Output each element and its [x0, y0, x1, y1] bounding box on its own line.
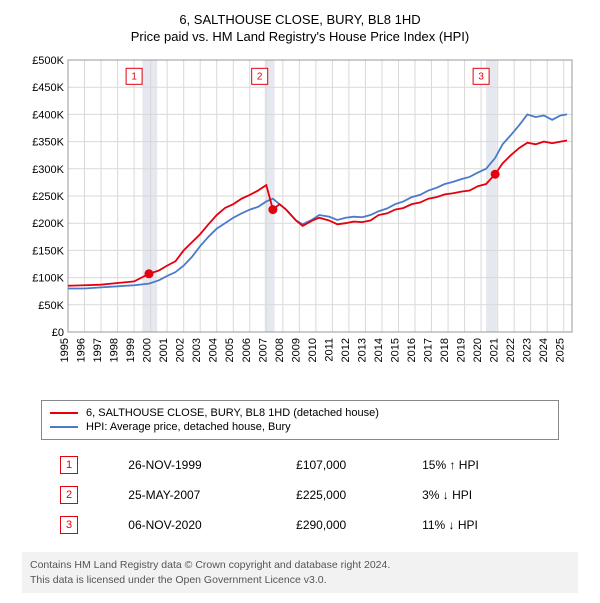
event-delta: 11% ↓ HPI	[412, 510, 550, 540]
y-tick-label: £250K	[32, 191, 64, 203]
marker-point-1	[144, 269, 153, 278]
x-tick-label: 2003	[191, 338, 203, 362]
event-row: 1 26-NOV-1999£107,00015% ↑ HPI	[50, 450, 550, 480]
y-tick-label: £500K	[32, 55, 64, 67]
chart-area: £0 £50K £100K £150K £200K £250K £300K £350K £400…	[20, 52, 580, 392]
chart-subtitle: Price paid vs. HM Land Registry's House …	[10, 29, 590, 44]
x-tick-label: 2019	[456, 338, 468, 362]
y-tick-label: £300K	[32, 164, 64, 176]
x-tick-label: 2010	[307, 338, 319, 362]
marker-num-3: 3	[478, 71, 484, 82]
event-delta: 3% ↓ HPI	[412, 480, 550, 510]
x-tick-label: 2021	[489, 338, 501, 362]
events-table: 1 26-NOV-1999£107,00015% ↑ HPI 2 25-MAY-200…	[50, 450, 550, 540]
event-marker: 1	[60, 456, 78, 474]
x-tick-label: 2006	[241, 338, 253, 362]
x-tick-label: 2004	[208, 338, 220, 362]
legend: 6, SALTHOUSE CLOSE, BURY, BL8 1HD (detac…	[41, 400, 559, 440]
marker-num-2: 2	[257, 71, 263, 82]
footer-line-2: This data is licensed under the Open Gov…	[30, 573, 570, 588]
marker-num-1: 1	[131, 71, 137, 82]
x-tick-label: 2022	[505, 338, 517, 362]
x-tick-label: 2025	[555, 338, 567, 362]
x-tick-label: 1997	[92, 338, 104, 362]
event-date: 26-NOV-1999	[118, 450, 286, 480]
event-marker: 3	[60, 516, 78, 534]
x-tick-label: 2014	[373, 338, 385, 362]
x-tick-label: 1998	[109, 338, 121, 362]
legend-label: 6, SALTHOUSE CLOSE, BURY, BL8 1HD (detac…	[86, 407, 379, 419]
y-tick-label: £50K	[38, 300, 64, 312]
x-tick-label: 2009	[290, 338, 302, 362]
x-tick-label: 2016	[406, 338, 418, 362]
marker-point-3	[491, 170, 500, 179]
legend-swatch	[50, 426, 78, 428]
x-tick-label: 2023	[522, 338, 534, 362]
x-tick-label: 2005	[224, 338, 236, 362]
y-tick-label: £200K	[32, 218, 64, 230]
x-tick-label: 2002	[175, 338, 187, 362]
x-tick-label: 2015	[389, 338, 401, 362]
event-marker: 2	[60, 486, 78, 504]
x-tick-label: 2017	[423, 338, 435, 362]
x-tick-label: 2000	[142, 338, 154, 362]
x-tick-label: 2012	[340, 338, 352, 362]
y-tick-label: £350K	[32, 137, 64, 149]
event-price: £107,000	[286, 450, 412, 480]
x-tick-label: 2020	[472, 338, 484, 362]
event-price: £290,000	[286, 510, 412, 540]
event-price: £225,000	[286, 480, 412, 510]
x-tick-label: 2007	[257, 338, 269, 362]
event-date: 25-MAY-2007	[118, 480, 286, 510]
event-row: 3 06-NOV-2020£290,00011% ↓ HPI	[50, 510, 550, 540]
legend-item: HPI: Average price, detached house, Bury	[50, 421, 550, 433]
line-chart: £0 £50K £100K £150K £200K £250K £300K £350K £400…	[20, 52, 580, 392]
y-tick-label: £400K	[32, 109, 64, 121]
event-date: 06-NOV-2020	[118, 510, 286, 540]
x-tick-label: 2011	[323, 338, 335, 362]
event-delta: 15% ↑ HPI	[412, 450, 550, 480]
x-tick-label: 2013	[356, 338, 368, 362]
legend-label: HPI: Average price, detached house, Bury	[86, 421, 291, 433]
x-tick-label: 1995	[59, 338, 71, 362]
y-tick-label: £100K	[32, 273, 64, 285]
footer-line-1: Contains HM Land Registry data © Crown c…	[30, 558, 570, 573]
x-tick-label: 1999	[125, 338, 137, 362]
y-tick-label: £450K	[32, 82, 64, 94]
x-tick-label: 2008	[274, 338, 286, 362]
x-tick-label: 2001	[158, 338, 170, 362]
y-tick-label: £0	[52, 327, 64, 339]
footer-note: Contains HM Land Registry data © Crown c…	[22, 552, 578, 593]
x-tick-label: 2024	[538, 338, 550, 362]
x-tick-label: 2018	[439, 338, 451, 362]
chart-title: 6, SALTHOUSE CLOSE, BURY, BL8 1HD	[10, 12, 590, 27]
legend-swatch	[50, 412, 78, 414]
event-row: 2 25-MAY-2007£225,0003% ↓ HPI	[50, 480, 550, 510]
marker-point-2	[268, 205, 277, 214]
legend-item: 6, SALTHOUSE CLOSE, BURY, BL8 1HD (detac…	[50, 407, 550, 419]
y-tick-label: £150K	[32, 245, 64, 257]
x-tick-label: 1996	[76, 338, 88, 362]
